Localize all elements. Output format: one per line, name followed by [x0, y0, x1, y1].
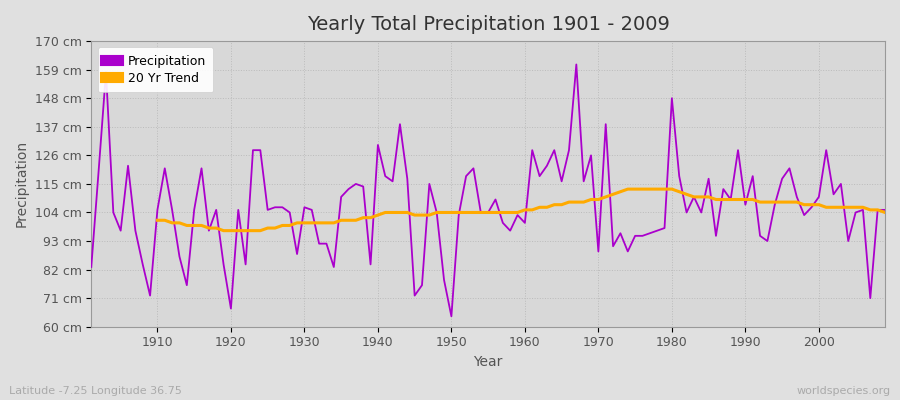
Precipitation	[350, 182, 361, 186]
20 Yr Trend	[879, 210, 890, 215]
Line: 20 Yr Trend: 20 Yr Trend	[158, 189, 885, 231]
Legend: Precipitation, 20 Yr Trend: Precipitation, 20 Yr Trend	[97, 47, 213, 92]
Precipitation	[519, 220, 530, 225]
20 Yr Trend	[218, 228, 229, 233]
Text: Latitude -7.25 Longitude 36.75: Latitude -7.25 Longitude 36.75	[9, 386, 182, 396]
Precipitation	[623, 249, 634, 254]
Precipitation	[86, 265, 96, 270]
Precipitation	[879, 208, 890, 212]
20 Yr Trend	[535, 205, 545, 210]
Title: Yearly Total Precipitation 1901 - 2009: Yearly Total Precipitation 1901 - 2009	[307, 15, 670, 34]
Y-axis label: Precipitation: Precipitation	[15, 140, 29, 228]
20 Yr Trend	[152, 218, 163, 223]
Precipitation	[145, 293, 156, 298]
20 Yr Trend	[858, 205, 868, 210]
20 Yr Trend	[623, 187, 634, 192]
Precipitation	[571, 62, 581, 67]
Precipitation	[306, 208, 317, 212]
Text: worldspecies.org: worldspecies.org	[796, 386, 891, 396]
20 Yr Trend	[299, 220, 310, 225]
X-axis label: Year: Year	[473, 355, 503, 369]
Precipitation	[526, 148, 537, 152]
20 Yr Trend	[835, 205, 846, 210]
Line: Precipitation: Precipitation	[91, 64, 885, 316]
20 Yr Trend	[593, 197, 604, 202]
Precipitation	[446, 314, 457, 319]
20 Yr Trend	[328, 220, 339, 225]
